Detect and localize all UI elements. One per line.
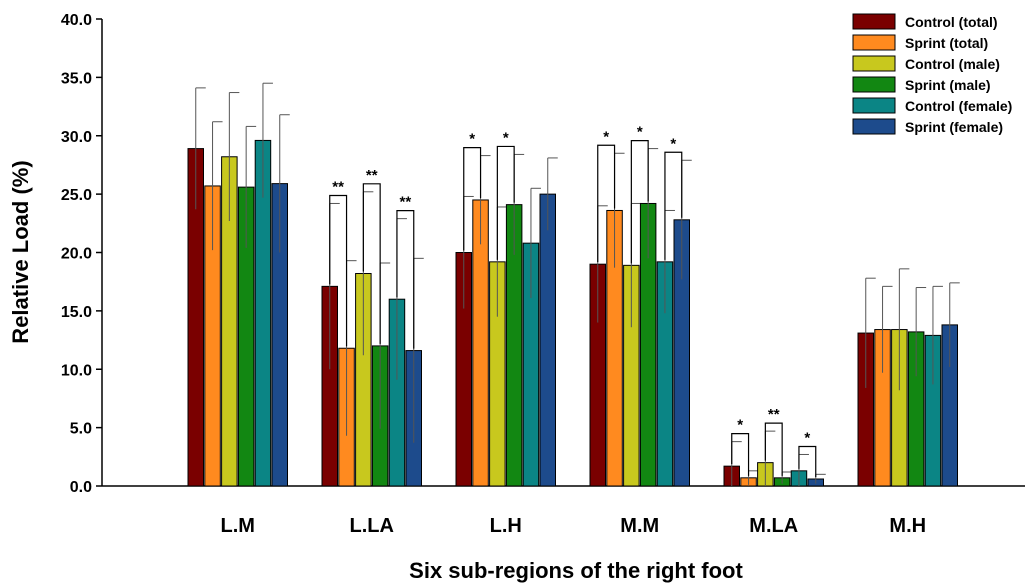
- y-tick-label: 35.0: [61, 70, 92, 87]
- y-tick-label: 25.0: [61, 187, 92, 204]
- significance-bracket: [798, 445, 817, 477]
- chart-axes: 0.0 5.0 10.0 15.0 20.0 25.0 30.0 35.0 40.0 L.M L.L…: [61, 12, 1025, 537]
- significance-label: *: [469, 131, 475, 148]
- legend-swatch: [852, 13, 896, 30]
- legend-label: Sprint (female): [905, 119, 1003, 135]
- y-tick-label: 5.0: [70, 421, 92, 438]
- x-axis-title: Six sub-regions of the right foot: [409, 558, 743, 583]
- x-tick-label: M.H: [889, 515, 926, 537]
- significance-bracket: [496, 145, 515, 260]
- legend-label: Sprint (total): [905, 35, 988, 51]
- significance-bracket: [597, 144, 616, 263]
- significance-label: *: [503, 129, 509, 146]
- significance-label: **: [768, 406, 780, 423]
- legend-label: Sprint (male): [905, 77, 991, 93]
- legend-swatch: [852, 34, 896, 51]
- y-tick-label: 40.0: [61, 12, 92, 29]
- significance-bracket: [362, 183, 381, 344]
- significance-bracket: [630, 139, 649, 264]
- legend-swatch: [852, 76, 896, 93]
- significance-bracket: [664, 151, 683, 260]
- legend-swatch: [852, 118, 896, 135]
- bar: [539, 193, 556, 487]
- significance-label: **: [332, 178, 344, 195]
- significance-markers: ******* * * ******: [329, 124, 817, 477]
- y-tick-label: 30.0: [61, 129, 92, 146]
- legend-label: Control (female): [905, 98, 1012, 114]
- x-tick-label: L.LA: [350, 515, 394, 537]
- y-tick-label: 10.0: [61, 362, 92, 379]
- significance-bracket: [329, 194, 348, 347]
- significance-label: *: [737, 417, 743, 434]
- significance-label: *: [637, 124, 643, 141]
- y-tick-label: 20.0: [61, 246, 92, 263]
- significance-label: **: [400, 194, 412, 211]
- significance-label: *: [804, 429, 810, 446]
- chart-bars: [187, 82, 960, 487]
- legend-label: Control (total): [905, 14, 998, 30]
- x-tick-label: M.LA: [749, 515, 798, 537]
- legend-swatch: [852, 97, 896, 114]
- x-tick-label: M.M: [620, 515, 659, 537]
- x-tick-label: L.H: [490, 515, 522, 537]
- significance-bracket: [764, 422, 783, 476]
- legend-label: Control (male): [905, 56, 1000, 72]
- y-axis-title: Relative Load (%): [8, 160, 33, 343]
- y-tick-label: 0.0: [70, 479, 92, 496]
- chart-legend: Control (total) Sprint (total) Control (ma…: [852, 13, 1012, 135]
- legend-swatch: [852, 55, 896, 72]
- y-tick-label: 15.0: [61, 304, 92, 321]
- significance-label: *: [603, 128, 609, 145]
- significance-bracket: [731, 433, 750, 476]
- significance-bracket: [463, 146, 482, 251]
- x-tick-label: L.M: [221, 515, 255, 537]
- significance-label: *: [670, 135, 676, 152]
- significance-label: **: [366, 167, 378, 184]
- significance-bracket: [396, 210, 415, 349]
